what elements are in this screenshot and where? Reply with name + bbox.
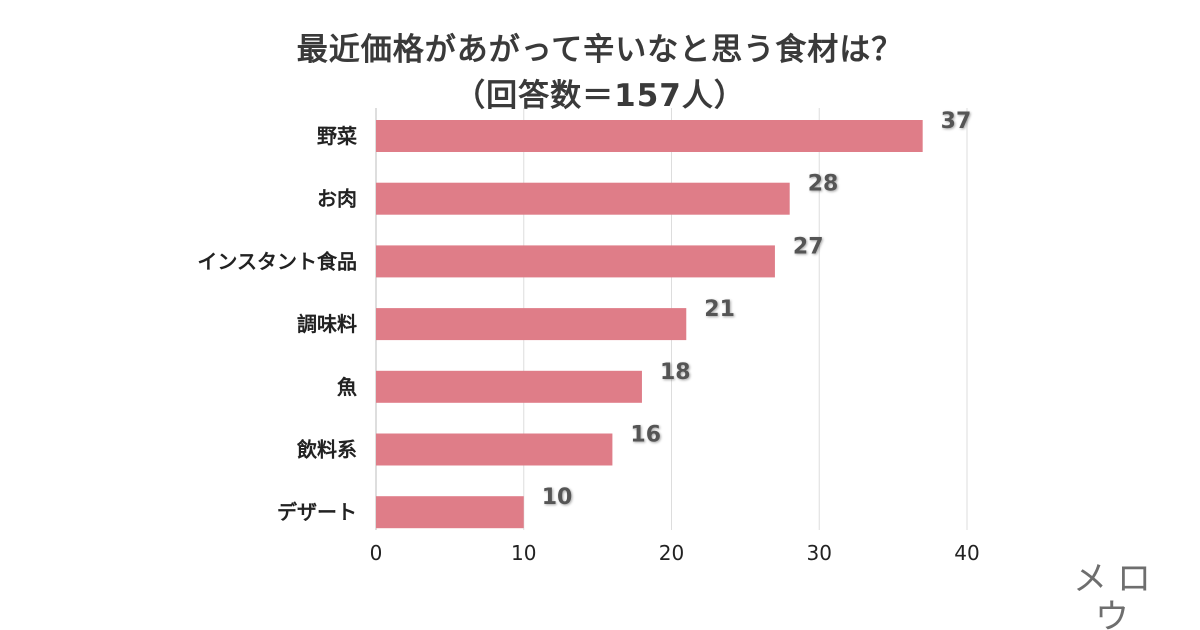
bar <box>376 371 642 403</box>
x-tick-label: 10 <box>511 541 536 565</box>
bar <box>376 183 790 215</box>
data-label: 37 <box>941 109 972 134</box>
category-label: 飲料系 <box>296 438 357 462</box>
bar <box>376 496 524 528</box>
mellow-logo: メロウ mellow <box>1052 560 1182 630</box>
category-label: 野菜 <box>317 124 357 148</box>
data-label: 10 <box>542 485 573 510</box>
bar <box>376 120 923 152</box>
data-label: 16 <box>630 423 661 448</box>
logo-text: メロウ <box>1052 560 1182 630</box>
category-label: 調味料 <box>297 312 357 336</box>
bar <box>376 308 686 340</box>
category-label: デザート <box>277 500 357 524</box>
x-axis-tick-labels: 0 10 20 30 40 <box>370 541 980 565</box>
bar <box>376 245 775 277</box>
x-tick-label: 0 <box>370 541 383 565</box>
data-label: 28 <box>808 172 839 197</box>
x-tick-label: 20 <box>659 541 684 565</box>
x-tick-label: 30 <box>807 541 832 565</box>
bar <box>376 434 612 466</box>
category-label: お肉 <box>317 187 357 211</box>
x-tick-label: 40 <box>954 541 979 565</box>
bars <box>376 120 923 528</box>
data-label: 18 <box>660 360 691 385</box>
category-label: インスタント食品 <box>197 249 357 273</box>
data-label: 27 <box>793 234 824 259</box>
category-label: 魚 <box>337 375 357 399</box>
data-label: 21 <box>704 297 735 322</box>
